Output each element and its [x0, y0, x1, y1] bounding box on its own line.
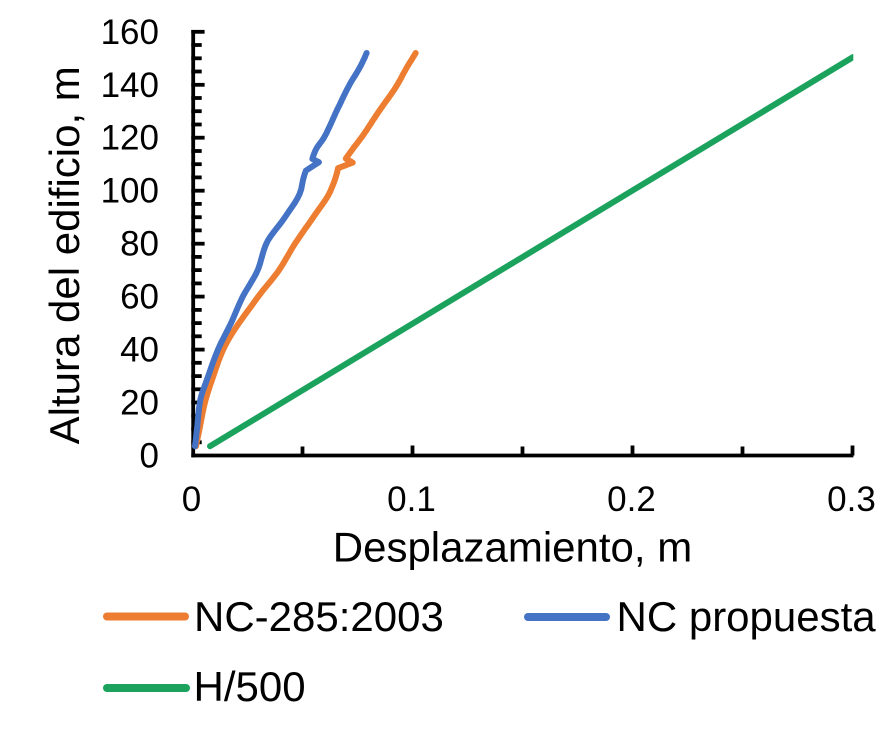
- svg-text:0.2: 0.2: [607, 480, 656, 519]
- svg-text:40: 40: [120, 331, 159, 370]
- svg-text:H/500: H/500: [194, 663, 306, 710]
- svg-text:0: 0: [182, 480, 201, 519]
- svg-text:120: 120: [101, 119, 159, 158]
- svg-text:80: 80: [120, 225, 159, 264]
- svg-text:0.3: 0.3: [827, 480, 876, 519]
- svg-text:60: 60: [120, 278, 159, 317]
- svg-text:100: 100: [101, 172, 159, 211]
- svg-text:0: 0: [140, 437, 159, 476]
- svg-text:NC-285:2003: NC-285:2003: [194, 593, 444, 640]
- svg-text:160: 160: [101, 13, 159, 52]
- svg-text:NC propuesta: NC propuesta: [617, 593, 877, 640]
- svg-text:Altura del edificio, m: Altura del edificio, m: [41, 66, 88, 444]
- svg-text:20: 20: [120, 384, 159, 423]
- svg-text:Desplazamiento, m: Desplazamiento, m: [333, 524, 692, 571]
- svg-text:140: 140: [101, 66, 159, 105]
- svg-text:0.1: 0.1: [387, 480, 436, 519]
